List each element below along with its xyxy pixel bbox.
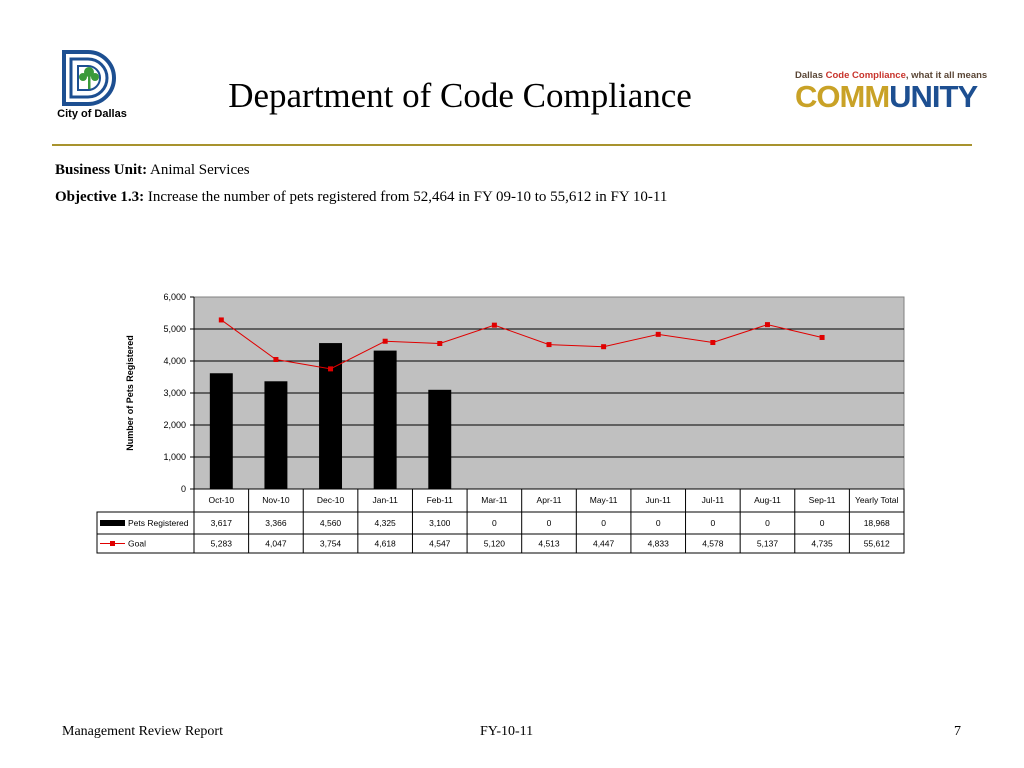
x-tick-label: Nov-10 <box>262 495 290 505</box>
pets-registered-value: 3,617 <box>211 518 233 528</box>
x-tick-label: Sep-11 <box>809 495 836 505</box>
pets-registered-value: 0 <box>547 518 552 528</box>
goal-value: 3,754 <box>320 539 342 549</box>
goal-marker <box>546 342 552 348</box>
page-title: Department of Code Compliance <box>228 76 692 115</box>
pets-registered-value: 3,366 <box>265 518 287 528</box>
pets-registered-value: 3,100 <box>429 518 451 528</box>
goal-marker <box>437 340 443 346</box>
x-tick-label: Apr-11 <box>537 495 562 505</box>
total-header: Yearly Total <box>855 495 899 505</box>
pets-registered-total: 18,968 <box>864 518 890 528</box>
y-tick-label: 3,000 <box>163 388 186 398</box>
legend-goal-marker <box>110 541 115 546</box>
x-tick-label: Oct-10 <box>209 495 235 505</box>
goal-value: 4,513 <box>538 539 560 549</box>
x-tick-label: Jul-11 <box>702 495 725 505</box>
community-logo: Dallas Code Compliance, what it all mean… <box>795 70 988 120</box>
y-tick-label: 5,000 <box>163 324 186 334</box>
goal-marker <box>655 331 661 337</box>
y-tick-label: 4,000 <box>163 356 186 366</box>
goal-value: 4,578 <box>702 539 724 549</box>
city-logo-text: City of Dallas <box>57 108 127 120</box>
bar-pets-registered <box>373 350 397 489</box>
legend-pets-registered: Pets Registered <box>128 518 189 528</box>
y-tick-label: 6,000 <box>163 292 186 302</box>
bar-pets-registered <box>428 389 452 489</box>
business-unit-value: Animal Services <box>150 162 250 178</box>
footer-report-name: Management Review Report <box>62 724 223 739</box>
bar-pets-registered <box>209 373 233 489</box>
pets-registered-value: 0 <box>492 518 497 528</box>
pets-registered-value: 0 <box>765 518 770 528</box>
goal-total: 55,612 <box>864 539 890 549</box>
x-tick-label: Jun-11 <box>646 495 672 505</box>
goal-marker <box>819 334 825 340</box>
x-tick-label: Dec-10 <box>317 495 345 505</box>
x-tick-label: Jan-11 <box>372 495 398 505</box>
goal-marker <box>273 356 279 362</box>
footer-page-number: 7 <box>954 724 961 739</box>
city-of-dallas-logo: City of Dallas <box>50 50 134 125</box>
goal-marker <box>218 317 224 323</box>
y-tick-label: 0 <box>181 484 186 494</box>
objective-label: Objective 1.3: <box>55 189 145 205</box>
footer-fiscal-year: FY-10-11 <box>480 724 534 739</box>
goal-value: 4,047 <box>265 539 287 549</box>
goal-value: 4,735 <box>811 539 833 549</box>
legend-goal: Goal <box>128 539 146 549</box>
legend-bar-swatch <box>100 520 125 526</box>
header-divider <box>52 144 972 146</box>
goal-line <box>221 319 823 370</box>
pets-registered-value: 4,560 <box>320 518 342 528</box>
goal-marker <box>601 344 607 350</box>
goal-value: 4,447 <box>593 539 615 549</box>
goal-marker <box>382 338 388 344</box>
pets-registered-value: 4,325 <box>375 518 397 528</box>
goal-marker <box>328 366 334 372</box>
bar-pets-registered <box>319 343 343 489</box>
objective-value: Increase the number of pets registered f… <box>147 189 668 205</box>
goal-marker <box>764 322 770 328</box>
x-tick-label: Aug-11 <box>754 495 781 505</box>
business-unit-label: Business Unit: <box>55 162 148 178</box>
community-logo-word: COMMUNITY <box>795 79 978 114</box>
goal-marker <box>710 340 716 346</box>
goal-marker <box>491 322 497 328</box>
goal-value: 5,283 <box>211 539 233 549</box>
goal-value: 5,120 <box>484 539 506 549</box>
y-tick-label: 2,000 <box>163 420 186 430</box>
business-unit-line: Business Unit: Animal Services <box>55 162 250 179</box>
table-body <box>96 511 905 554</box>
x-tick-label: Feb-11 <box>427 495 454 505</box>
goal-value: 5,137 <box>757 539 779 549</box>
goal-value: 4,618 <box>375 539 397 549</box>
y-tick-label: 1,000 <box>163 452 186 462</box>
pets-registered-value: 0 <box>820 518 825 528</box>
city-logo-icon <box>62 50 116 106</box>
y-axis-label: Number of Pets Registered <box>125 335 135 451</box>
pets-registered-value: 0 <box>656 518 661 528</box>
x-tick-label: Mar-11 <box>481 495 508 505</box>
pets-registered-value: 0 <box>601 518 606 528</box>
objective-line: Objective 1.3: Increase the number of pe… <box>55 189 667 206</box>
goal-value: 4,833 <box>648 539 670 549</box>
community-logo-tagline: Dallas Code Compliance, what it all mean… <box>795 70 988 81</box>
goal-value: 4,547 <box>429 539 451 549</box>
bar-pets-registered <box>264 381 288 489</box>
pets-registered-value: 0 <box>710 518 715 528</box>
x-tick-label: May-11 <box>590 495 618 505</box>
